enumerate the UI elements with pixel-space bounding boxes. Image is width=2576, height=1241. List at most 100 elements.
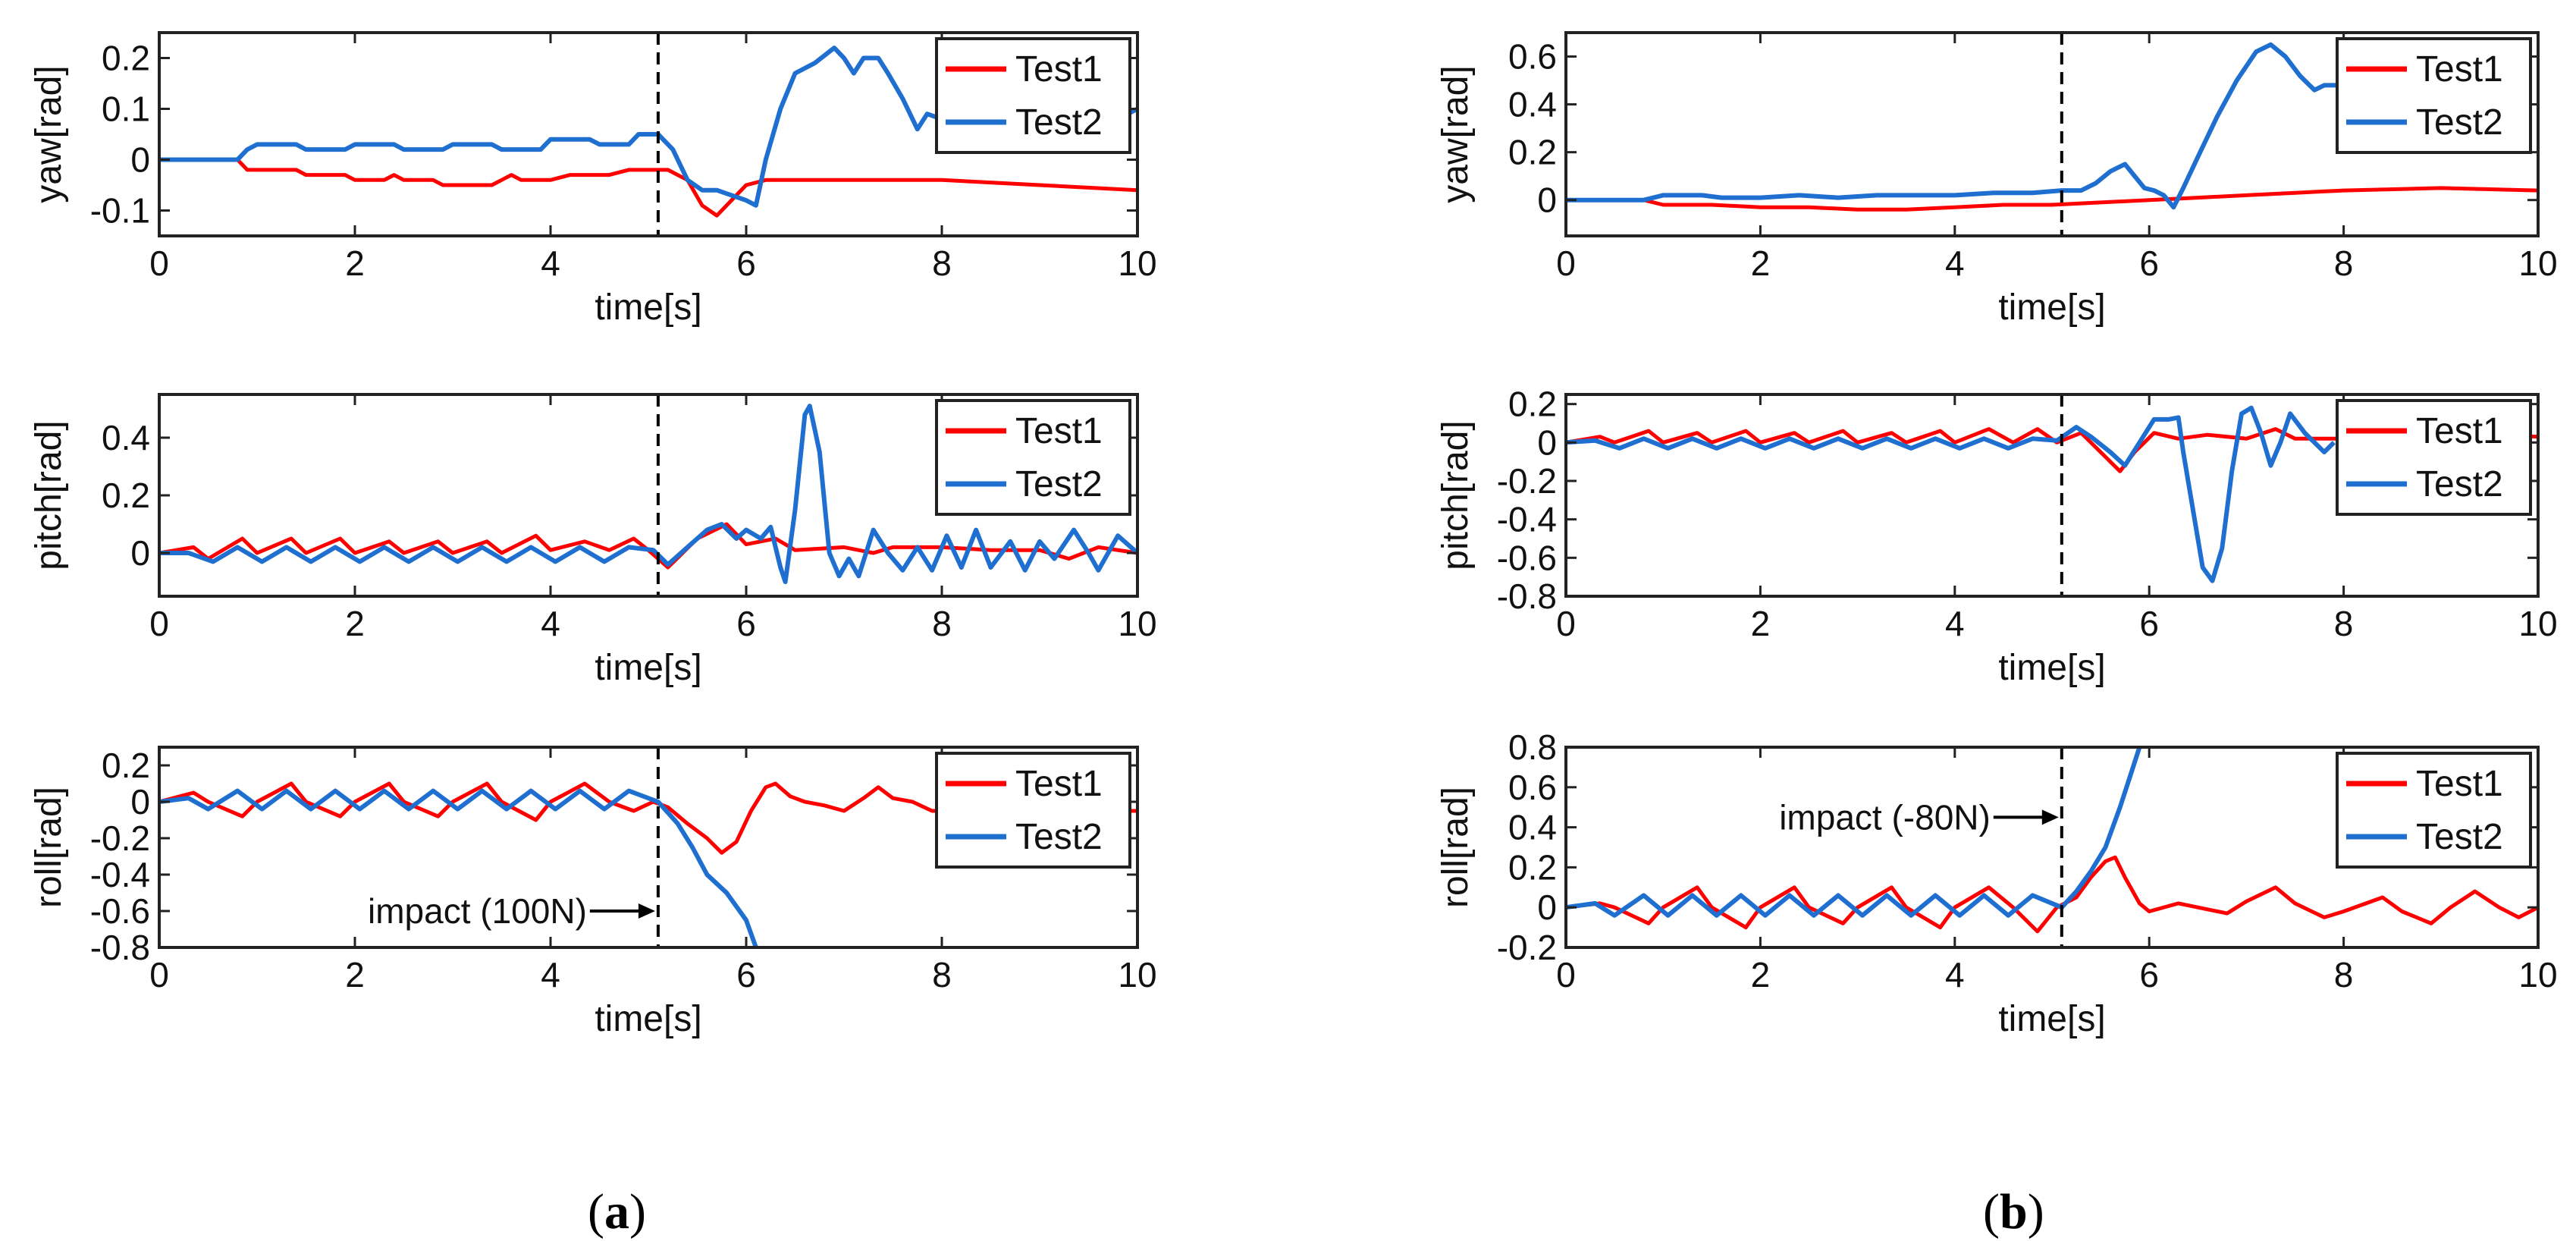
- annotation-arrow-head: [2041, 809, 2059, 825]
- x-tick-label: 8: [932, 243, 952, 283]
- legend-box: [2336, 752, 2532, 869]
- y-tick-label: 0: [130, 782, 150, 822]
- series-line-test2: [159, 46, 1137, 208]
- y-axis-label: pitch[rad]: [29, 420, 69, 570]
- y-tick-label: -0.8: [1497, 577, 1557, 616]
- legend-label-test1: Test1: [2416, 764, 2503, 804]
- y-tick-label: 0.6: [1508, 768, 1557, 807]
- x-tick-label: 8: [2334, 243, 2354, 283]
- caption-b-close: ): [2027, 1184, 2044, 1239]
- y-tick-label: -0.2: [90, 818, 150, 858]
- x-tick-label: 4: [1945, 604, 1965, 643]
- x-tick-label: 8: [932, 604, 952, 643]
- legend-label-test1: Test1: [1015, 764, 1103, 804]
- annotation-text: impact (-80N): [1779, 797, 1991, 837]
- y-tick-label: 0: [1537, 181, 1557, 220]
- y-tick-label: 0.4: [102, 418, 150, 457]
- series-line-test2: [159, 404, 1137, 584]
- subplot-b-pitch: 0 2 4 6 8 10-0.8-0.6-0.4-0.200.2time[s]pitch[…: [1435, 385, 2558, 688]
- x-tick-label: 6: [736, 604, 756, 643]
- x-tick-label: 10: [2518, 243, 2557, 283]
- x-tick-label: 6: [736, 955, 756, 994]
- y-tick-label: -0.2: [1497, 928, 1557, 967]
- x-tick-label: 0: [149, 243, 169, 283]
- x-axis-label: time[s]: [595, 999, 701, 1039]
- x-tick-label: 0: [149, 604, 169, 643]
- axes-box: [158, 31, 1139, 237]
- x-tick-label: 2: [345, 955, 365, 994]
- axes-box: [1564, 393, 2540, 598]
- y-tick-label: -0.4: [90, 855, 150, 894]
- x-tick-label: 0: [1556, 955, 1576, 994]
- caption-b: (b): [1983, 1183, 2044, 1241]
- x-tick-label: 8: [2334, 604, 2354, 643]
- y-axis-label: roll[rad]: [1435, 787, 1476, 908]
- axes-box: [158, 746, 1139, 949]
- legend-box: [935, 399, 1131, 516]
- x-tick-label: 6: [736, 243, 756, 283]
- y-tick-label: 0.2: [1508, 133, 1557, 172]
- legend: Test1 Test2: [935, 399, 1131, 516]
- x-tick-label: 2: [345, 604, 365, 643]
- legend-box: [2336, 399, 2532, 516]
- series-line-test1: [1566, 186, 2538, 212]
- legend-box: [935, 37, 1131, 154]
- x-tick-label: 2: [345, 243, 365, 283]
- legend-box: [935, 752, 1131, 869]
- y-tick-label: 0: [130, 533, 150, 573]
- y-tick-label: -0.6: [1497, 538, 1557, 577]
- x-axis-label: time[s]: [1998, 999, 2105, 1039]
- caption-b-letter: b: [1999, 1184, 2028, 1239]
- legend-label-test2: Test2: [2416, 817, 2503, 857]
- y-axis-label: pitch[rad]: [1435, 420, 1476, 570]
- y-tick-label: 0.8: [1508, 727, 1557, 767]
- y-tick-label: 0.6: [1508, 37, 1557, 77]
- y-tick-label: 0: [1537, 888, 1557, 927]
- series-line-test2: [1566, 405, 2336, 583]
- legend-label-test2: Test2: [2416, 102, 2503, 143]
- y-tick-label: 0: [130, 140, 150, 180]
- legend: Test1 Test2: [935, 37, 1131, 154]
- x-tick-label: 6: [2139, 243, 2159, 283]
- x-axis-label: time[s]: [1998, 648, 2105, 688]
- y-axis-label: yaw[rad]: [1435, 65, 1476, 203]
- series-line-test2: [159, 788, 758, 947]
- x-tick-label: 8: [2334, 955, 2354, 994]
- y-tick-label: -0.8: [90, 928, 150, 967]
- x-tick-label: 0: [1556, 243, 1576, 283]
- series-line-test1: [159, 522, 1137, 570]
- x-axis-label: time[s]: [595, 287, 701, 328]
- x-tick-label: 10: [2518, 955, 2557, 994]
- x-tick-label: 6: [2139, 604, 2159, 643]
- legend: Test1 Test2: [2336, 752, 2532, 869]
- x-tick-label: 2: [1751, 955, 1771, 994]
- y-tick-label: 0.4: [1508, 85, 1557, 124]
- y-tick-label: 0.2: [102, 39, 150, 78]
- x-tick-label: 4: [541, 955, 560, 994]
- x-tick-label: 2: [1751, 604, 1771, 643]
- caption-a: (a): [588, 1183, 646, 1241]
- legend-label-test1: Test1: [1015, 411, 1103, 451]
- axes-box: [1564, 31, 2540, 237]
- legend: Test1 Test2: [2336, 37, 2532, 154]
- y-tick-label: 0.1: [102, 90, 150, 129]
- x-tick-label: 10: [1118, 604, 1156, 643]
- y-tick-label: 0.2: [1508, 385, 1557, 424]
- series-line-test1: [1566, 427, 2538, 473]
- x-tick-label: 10: [2518, 604, 2557, 643]
- x-tick-label: 4: [1945, 243, 1965, 283]
- x-tick-label: 8: [932, 955, 952, 994]
- caption-b-open: (: [1983, 1184, 2000, 1239]
- legend: Test1 Test2: [935, 752, 1131, 869]
- annotation-text: impact (100N): [368, 891, 587, 931]
- series-line-test2: [1566, 42, 2344, 210]
- series-line-test2: [1566, 747, 2142, 918]
- legend-label-test2: Test2: [2416, 464, 2503, 504]
- y-tick-label: 0.2: [102, 476, 150, 515]
- legend: Test1 Test2: [2336, 399, 2532, 516]
- y-tick-label: -0.4: [1497, 500, 1557, 539]
